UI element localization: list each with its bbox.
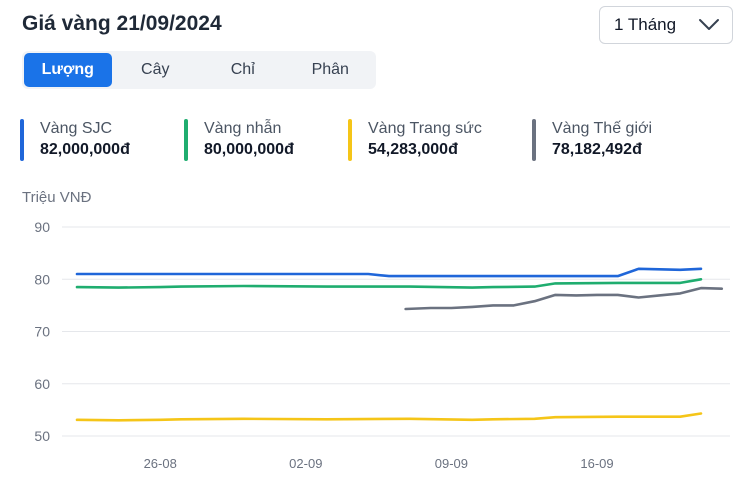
tab-phan[interactable]: Phân [311, 61, 349, 78]
y-tick-label: 50 [34, 428, 50, 444]
legend-value: 78,182,492đ [552, 141, 642, 158]
y-tick-label: 90 [34, 219, 50, 235]
page-title: Giá vàng 21/09/2024 [22, 12, 222, 35]
legend-color-bar [184, 119, 188, 161]
legend-name: Vàng nhẫn [204, 120, 282, 137]
y-tick-label: 60 [34, 376, 50, 392]
legend-color-bar [348, 119, 352, 161]
y-axis-unit-label: Triệu VNĐ [22, 189, 92, 206]
period-select[interactable]: 1 Tháng [599, 6, 733, 44]
legend-value: 54,283,000đ [368, 141, 458, 158]
gold-price-chart: 90 80 70 60 50 26-08 02-09 09-09 16-09 [34, 219, 730, 471]
legend-name: Vàng Trang sức [368, 120, 482, 137]
x-tick-label: 09-09 [435, 456, 468, 471]
x-tick-label: 02-09 [289, 456, 322, 471]
series-line [75, 412, 703, 422]
chevron-down-icon [699, 19, 719, 30]
legend-color-bar [20, 119, 24, 161]
period-select-value: 1 Tháng [614, 15, 677, 34]
series-line [75, 267, 703, 278]
legend-item-the-gioi: Vàng Thế giới 78,182,492đ [532, 119, 652, 161]
tab-cay[interactable]: Cây [141, 61, 170, 78]
tab-luong[interactable]: Lượng [24, 53, 112, 87]
tab-chi[interactable]: Chỉ [230, 61, 255, 78]
legend-value: 82,000,000đ [40, 141, 130, 158]
legend-name: Vàng Thế giới [552, 120, 653, 137]
legend-value: 80,000,000đ [204, 141, 294, 158]
unit-tabs: Lượng Cây Chỉ Phân [22, 51, 376, 89]
legend-name: Vàng SJC [40, 120, 113, 137]
legend-item-nhan: Vàng nhẫn 80,000,000đ [184, 119, 294, 161]
price-legend: Vàng SJC 82,000,000đ Vàng nhẫn 80,000,00… [0, 119, 749, 163]
series-line [75, 278, 703, 289]
legend-item-sjc: Vàng SJC 82,000,000đ [20, 119, 130, 161]
series-line [404, 286, 724, 311]
y-tick-label: 70 [34, 324, 50, 340]
x-tick-label: 16-09 [580, 456, 613, 471]
legend-item-trang-suc: Vàng Trang sức 54,283,000đ [348, 119, 482, 161]
legend-color-bar [532, 119, 536, 161]
y-tick-label: 80 [34, 271, 50, 287]
x-tick-label: 26-08 [144, 456, 177, 471]
